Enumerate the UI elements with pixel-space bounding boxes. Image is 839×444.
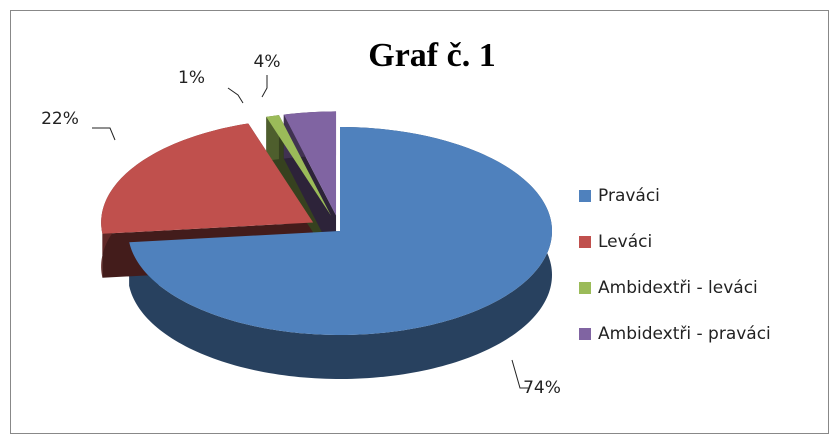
- slice: [266, 115, 332, 216]
- pie: 74% 22% 1% 4%: [41, 52, 561, 398]
- chart-title: Graf č. 1: [368, 37, 495, 74]
- legend: Praváci Leváci Ambidextři - leváci Ambidext…: [579, 186, 771, 344]
- leader-line: [227, 87, 244, 104]
- data-label: 22%: [41, 109, 79, 129]
- legend-label: Praváci: [598, 186, 660, 206]
- legend-swatch: [579, 282, 591, 294]
- legend-swatch: [579, 236, 591, 248]
- legend-label: Leváci: [598, 232, 652, 252]
- data-label: 4%: [254, 52, 281, 72]
- slice: [129, 127, 552, 335]
- data-label: 1%: [178, 68, 205, 88]
- slice: [101, 123, 314, 234]
- leader-line: [261, 75, 268, 98]
- legend-label: Ambidextři - leváci: [598, 278, 758, 298]
- leader-line: [92, 127, 116, 141]
- legend-label: Ambidextři - praváci: [598, 324, 771, 344]
- data-label: 74%: [523, 378, 561, 398]
- legend-swatch: [579, 190, 591, 202]
- leader-line: [511, 359, 528, 389]
- legend-swatch: [579, 328, 591, 340]
- slice: [283, 111, 337, 216]
